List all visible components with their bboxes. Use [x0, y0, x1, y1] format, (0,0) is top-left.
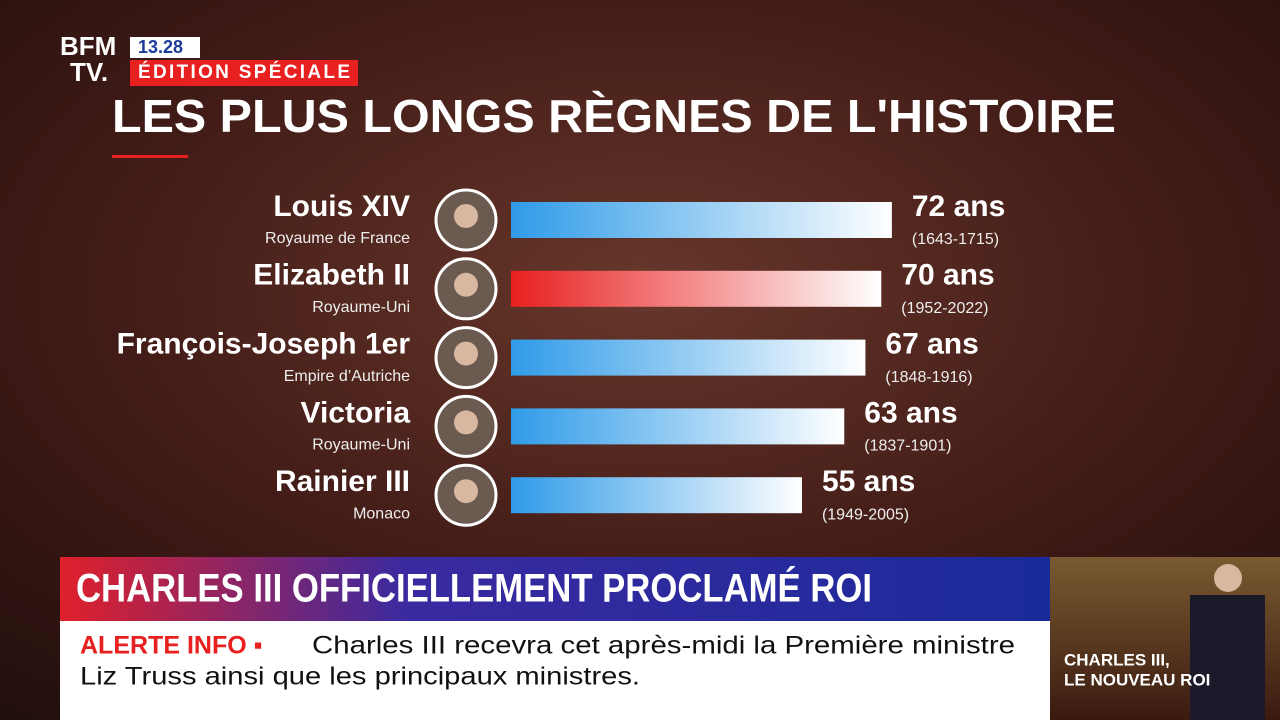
- inset-caption: LE NOUVEAU ROI: [1064, 670, 1210, 689]
- bar: [511, 408, 845, 445]
- bar: [511, 477, 802, 514]
- alert-text: Liz Truss ainsi que les principaux minis…: [80, 663, 640, 691]
- period-label: (1949-2005): [822, 506, 909, 523]
- category-label: Louis XIV: [273, 190, 410, 223]
- logo: BFM: [60, 31, 116, 61]
- category-subtitle: Royaume de France: [265, 230, 410, 247]
- headline: CHARLES III OFFICIELLEMENT PROCLAMÉ ROI: [76, 566, 872, 611]
- edition-box: [130, 60, 358, 86]
- category-label: François-Joseph 1er: [117, 328, 411, 361]
- inset-figure: [1214, 564, 1242, 592]
- value-label: 67 ans: [885, 328, 978, 361]
- category-subtitle: Royaume-Uni: [312, 437, 410, 454]
- category-label: Rainier III: [275, 465, 410, 498]
- chart-title: LES PLUS LONGS RÈGNES DE L'HISTOIRE: [112, 90, 1116, 142]
- period-label: (1837-1901): [864, 438, 951, 455]
- inset-caption: CHARLES III,: [1064, 650, 1170, 669]
- category-subtitle: Royaume-Uni: [312, 299, 410, 316]
- period-label: (1848-1916): [885, 369, 972, 386]
- category-subtitle: Empire d’Autriche: [284, 368, 410, 385]
- category-label: Elizabeth II: [253, 259, 410, 292]
- value-label: 55 ans: [822, 465, 915, 498]
- alert-label: ALERTE INFO ▪: [80, 632, 262, 660]
- bar: [511, 202, 892, 238]
- time-box: [130, 37, 200, 58]
- period-label: (1952-2022): [901, 300, 988, 317]
- alert-text: Charles III recevra cet après-midi la Pr…: [312, 632, 1015, 660]
- category-label: Victoria: [301, 396, 411, 429]
- inset-figure: [1190, 595, 1265, 720]
- value-label: 63 ans: [864, 396, 957, 429]
- bar: [511, 339, 866, 376]
- portrait-face: [454, 204, 478, 228]
- logo: TV.: [70, 57, 108, 87]
- value-label: 70 ans: [901, 259, 994, 292]
- value-label: 72 ans: [912, 190, 1005, 223]
- headline-banner: [60, 557, 1050, 621]
- portrait-face: [454, 272, 478, 297]
- time: 13.28: [138, 37, 183, 57]
- alert-box: [60, 621, 1050, 720]
- category-subtitle: Monaco: [353, 505, 410, 522]
- period-label: (1643-1715): [912, 231, 999, 248]
- bar: [511, 270, 882, 307]
- edition: ÉDITION SPÉCIALE: [138, 61, 350, 83]
- portrait-face: [454, 410, 478, 435]
- title-underline: [112, 155, 188, 158]
- portrait-face: [454, 341, 478, 366]
- portrait-face: [454, 479, 478, 504]
